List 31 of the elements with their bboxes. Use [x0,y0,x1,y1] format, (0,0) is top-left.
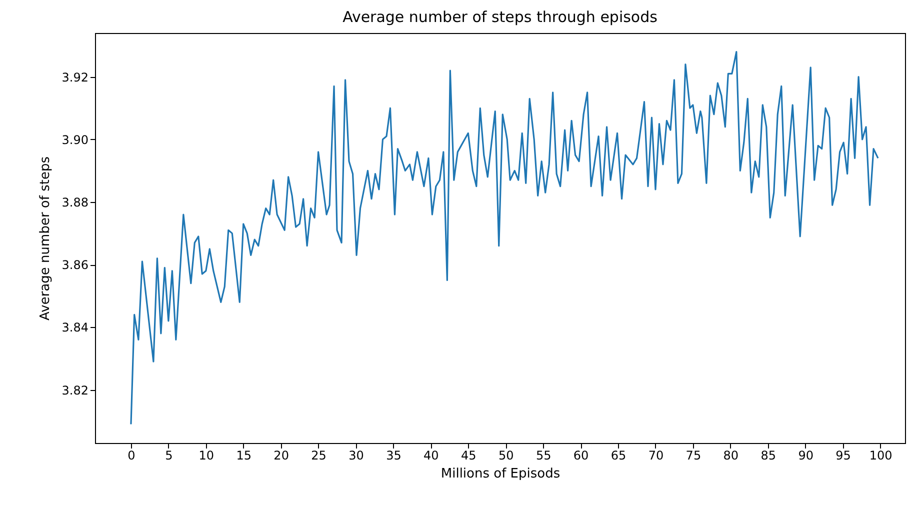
y-tick-label: 3.86 [62,258,88,272]
x-tick-label: 65 [610,448,626,462]
x-tick-label: 20 [274,448,289,462]
line-series [130,50,879,426]
x-tick-label: 90 [798,448,814,462]
x-tick-label: 45 [461,448,476,462]
x-tick-label: 95 [836,448,851,462]
x-tick-label: 100 [869,448,892,462]
y-tick-label: 3.84 [62,320,88,335]
x-tick-label: 25 [311,448,326,462]
y-axis-title: Average number of steps [38,156,53,320]
x-tick-label: 15 [236,448,252,462]
y-tick-label: 3.88 [62,196,88,210]
y-tick-label: 3.90 [62,132,88,147]
x-tick-label: 30 [348,448,364,462]
x-tick-label: 70 [648,448,664,462]
y-tick-label: 3.92 [62,70,88,84]
x-tick-label: 55 [536,448,552,462]
x-tick-label: 50 [498,448,514,462]
x-tick-label: 5 [165,448,173,462]
x-tick-label: 85 [760,448,776,462]
x-tick-label: 80 [723,448,739,462]
x-tick-label: 10 [198,448,214,462]
chart-title: Average number of steps through episods [342,8,658,26]
y-tick-label: 3.82 [62,383,88,398]
x-axis-title: Millions of Episods [440,466,560,482]
x-tick-label: 60 [573,448,589,462]
x-tick-label: 40 [424,448,439,462]
x-tick-label: 75 [686,448,702,462]
x-tick-label: 0 [128,448,136,462]
x-tick-label: 35 [386,448,402,462]
